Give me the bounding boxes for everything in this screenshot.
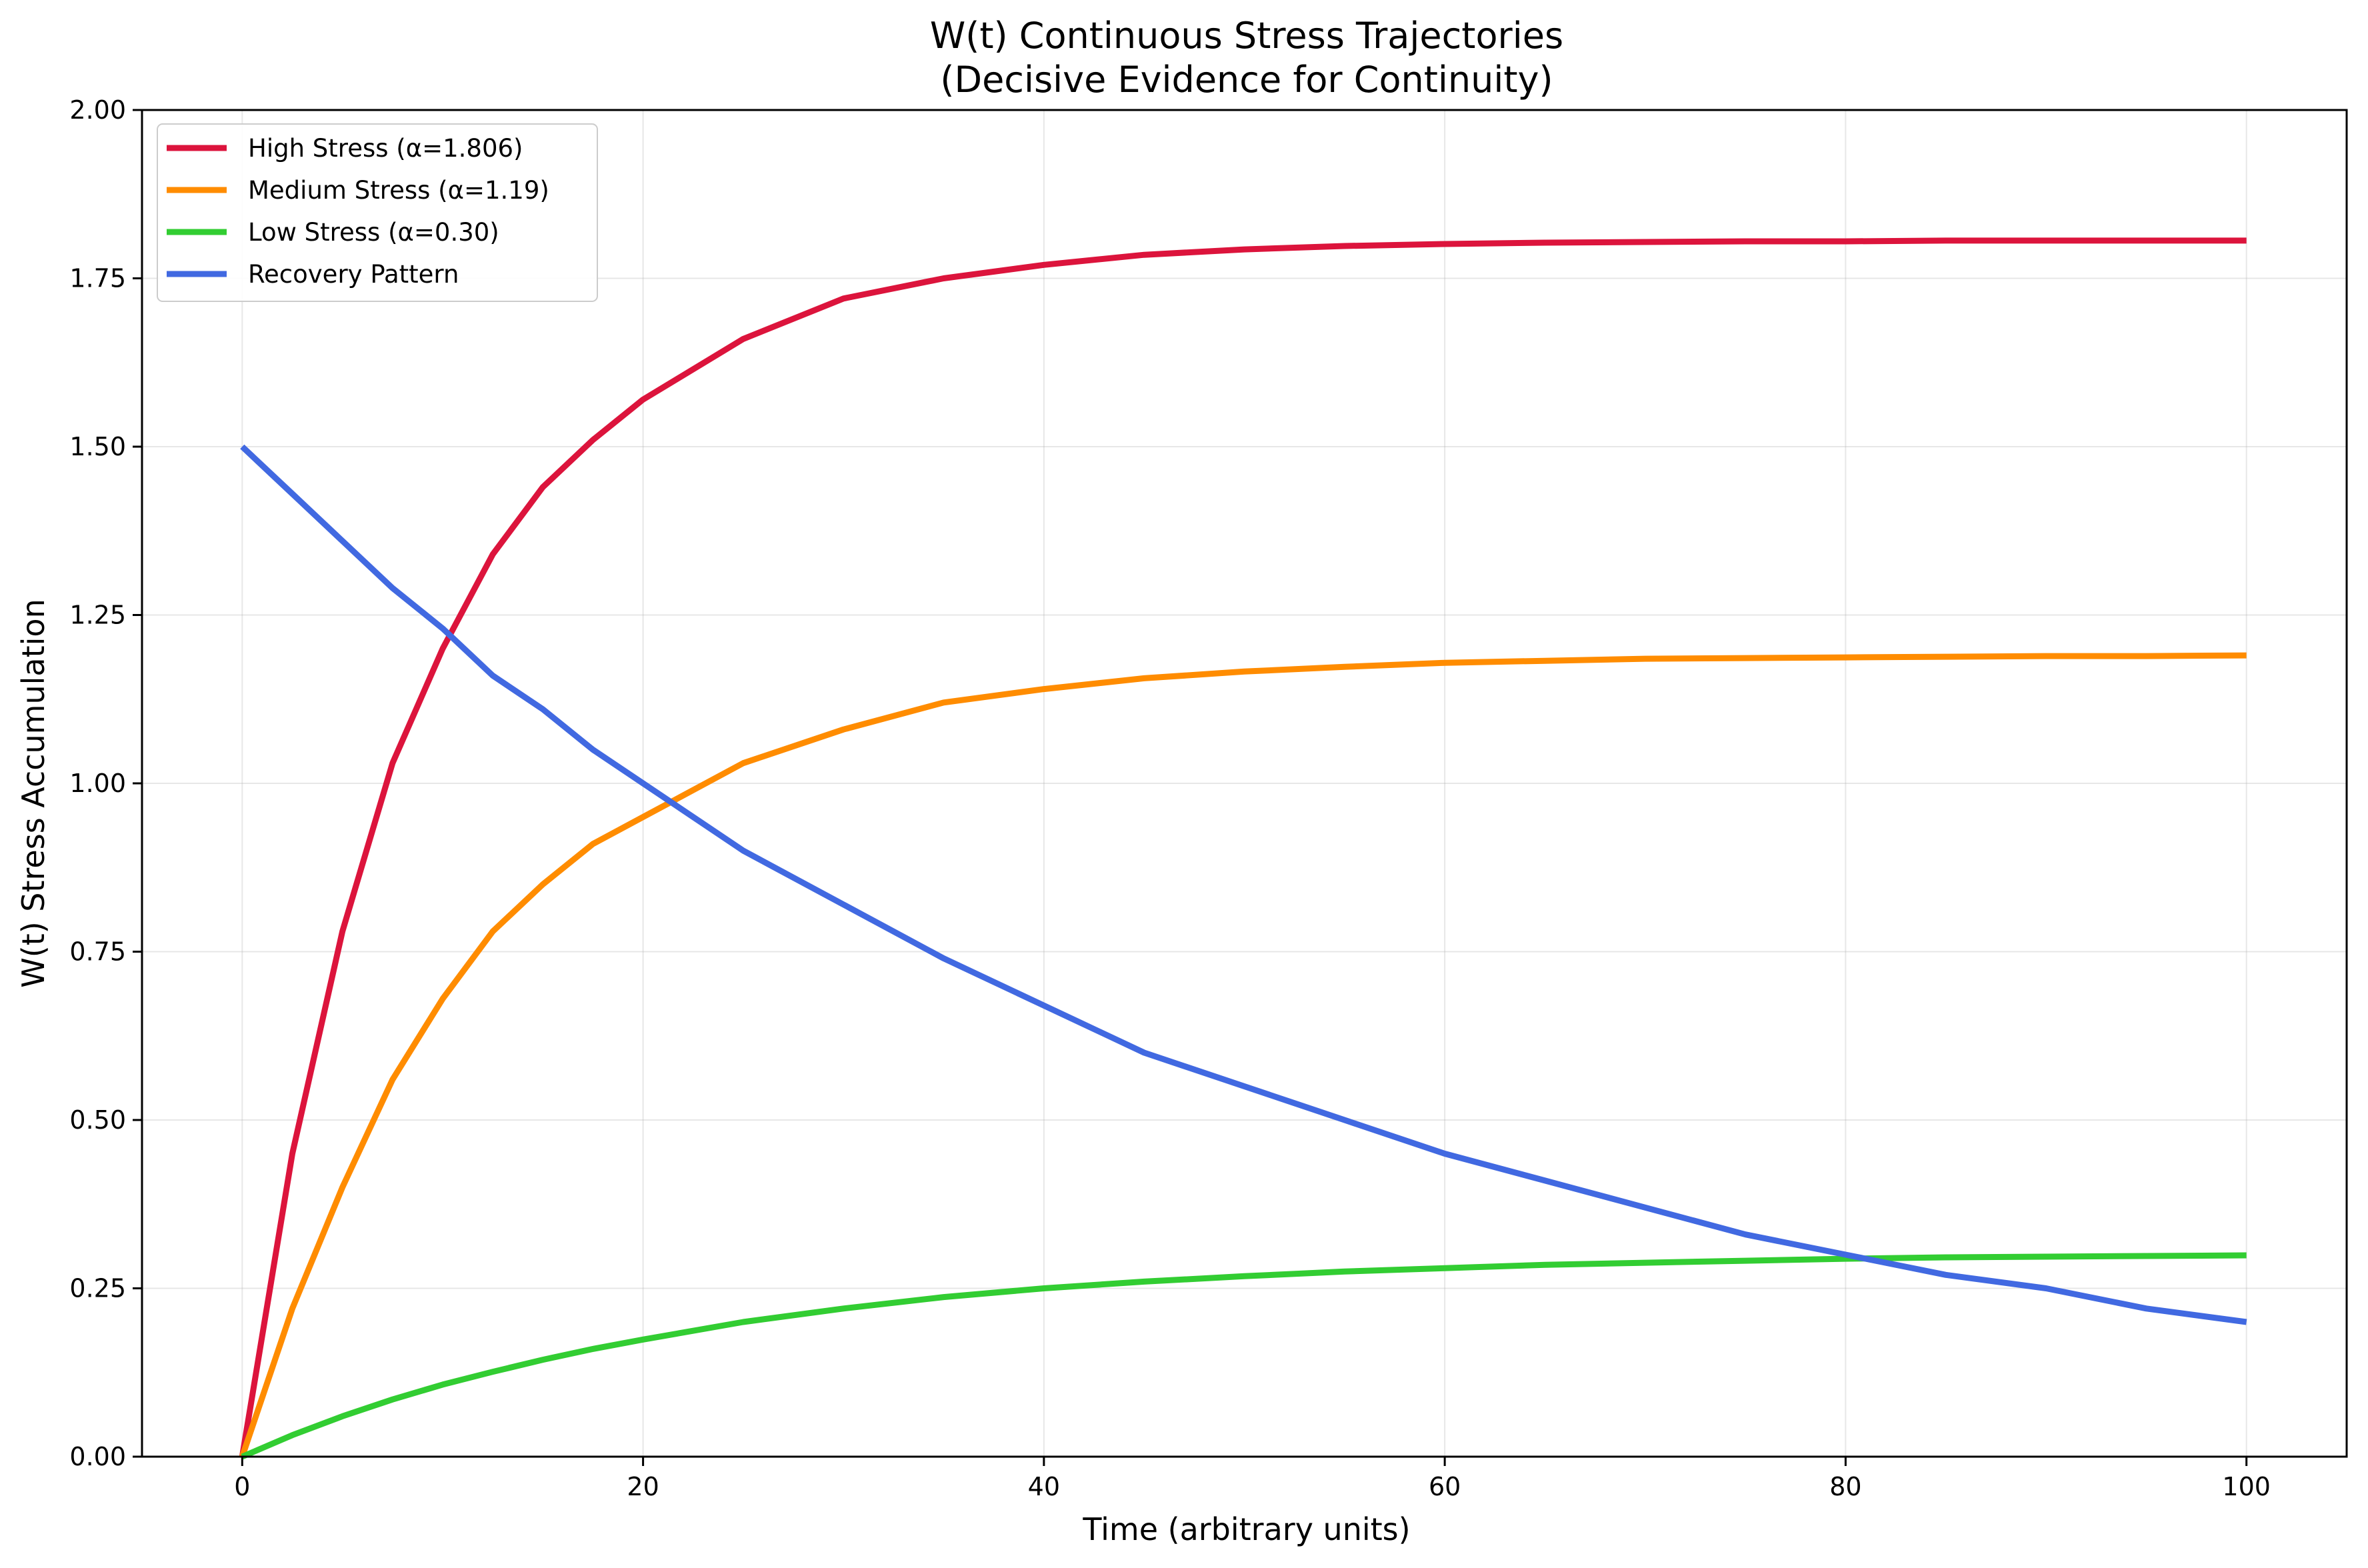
series-line-3 bbox=[240, 444, 2247, 1325]
x-tick-label-5: 100 bbox=[2222, 1472, 2271, 1501]
legend-label-2: Low Stress (α=0.30) bbox=[248, 218, 499, 247]
y-tick-label-8: 2.00 bbox=[69, 95, 126, 125]
series-line-1 bbox=[239, 652, 2247, 1458]
chart-title-line2: (Decisive Evidence for Continuity) bbox=[940, 59, 1553, 101]
y-tick-label-0: 0.00 bbox=[69, 1442, 126, 1471]
y-tick-label-5: 1.25 bbox=[69, 601, 126, 630]
y-tick-label-1: 0.25 bbox=[69, 1274, 126, 1303]
y-axis-label: W(t) Stress Accumulation bbox=[15, 599, 51, 987]
y-tick-label-4: 1.00 bbox=[69, 769, 126, 798]
y-tick-label-6: 1.50 bbox=[69, 432, 126, 461]
legend-label-0: High Stress (α=1.806) bbox=[248, 134, 523, 163]
y-tick-label-7: 1.75 bbox=[69, 264, 126, 293]
x-axis-label: Time (arbitrary units) bbox=[1082, 1511, 1410, 1547]
x-tick-label-4: 80 bbox=[1829, 1472, 1861, 1501]
legend-box bbox=[157, 123, 598, 302]
series-line-0 bbox=[239, 237, 2247, 1457]
legend-label-1: Medium Stress (α=1.19) bbox=[248, 176, 549, 205]
legend-label-3: Recovery Pattern bbox=[248, 260, 459, 289]
x-tick-label-2: 40 bbox=[1028, 1472, 1060, 1501]
series-line-2 bbox=[241, 1252, 2247, 1460]
x-tick-label-0: 0 bbox=[234, 1472, 250, 1501]
y-tick-label-3: 0.75 bbox=[69, 937, 126, 967]
x-tick-label-3: 60 bbox=[1429, 1472, 1461, 1501]
y-tick-label-2: 0.50 bbox=[69, 1105, 126, 1135]
chart-title-line1: W(t) Continuous Stress Trajectories bbox=[930, 15, 1563, 57]
series-lines bbox=[239, 237, 2247, 1460]
legend: High Stress (α=1.806) Medium Stress (α=1.… bbox=[157, 123, 598, 302]
x-tick-label-1: 20 bbox=[627, 1472, 659, 1501]
x-axis-ticks: 0 20 40 60 80 100 bbox=[234, 1457, 2271, 1501]
y-axis-ticks: 0.00 0.25 0.50 0.75 1.00 1.25 1.50 1.75 2.00 bbox=[69, 95, 142, 1471]
